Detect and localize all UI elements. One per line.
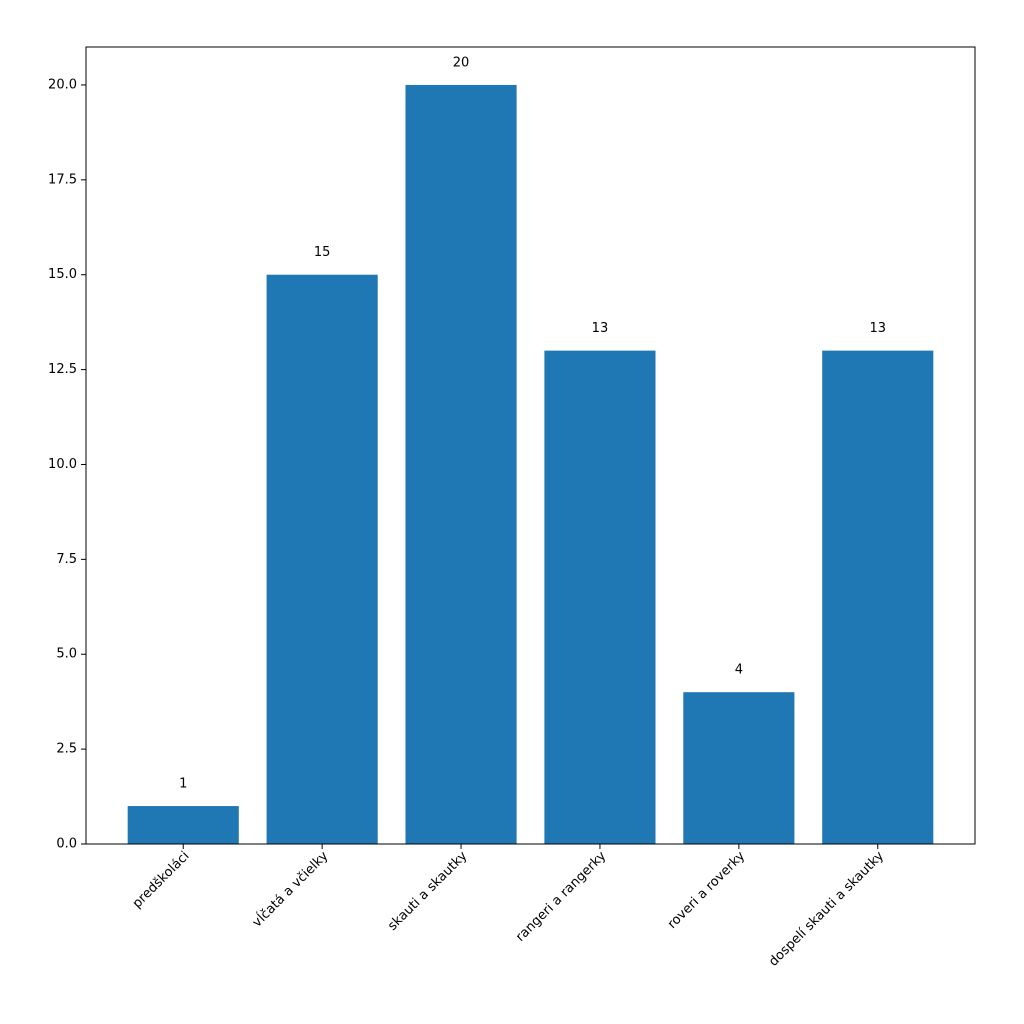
y-tick-label: 10.0 — [48, 457, 77, 472]
bar — [683, 692, 795, 844]
y-tick-label: 2.5 — [56, 742, 77, 757]
y-tick-label: 0.0 — [56, 837, 77, 852]
y-tick-label: 20.0 — [48, 77, 77, 92]
value-label: 13 — [869, 321, 886, 336]
y-tick-label: 12.5 — [48, 362, 77, 377]
bar — [266, 274, 378, 844]
bar — [405, 84, 517, 844]
y-tick-label: 7.5 — [56, 552, 77, 567]
y-tick-label: 15.0 — [48, 267, 77, 282]
value-label: 13 — [592, 321, 609, 336]
y-tick-label: 5.0 — [56, 647, 77, 662]
bar — [127, 806, 239, 844]
bar — [544, 350, 656, 844]
y-tick-label: 17.5 — [48, 172, 77, 187]
value-label: 20 — [453, 55, 470, 70]
value-label: 1 — [179, 777, 187, 792]
plot-frame — [85, 46, 976, 845]
value-label: 4 — [735, 663, 743, 678]
value-label: 15 — [314, 245, 331, 260]
bar — [822, 350, 934, 844]
